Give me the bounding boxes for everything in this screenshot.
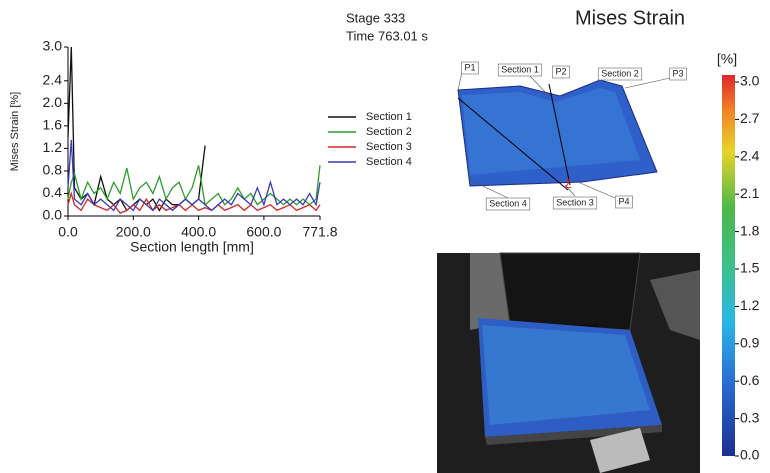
y-tick-label: 3.0 bbox=[43, 38, 63, 54]
colorbar-label: 0.6 bbox=[740, 372, 760, 388]
colorbar-label: 2.4 bbox=[740, 148, 760, 164]
time-label: Time 763.01 s bbox=[346, 28, 428, 43]
stage-label: Stage 333 bbox=[346, 10, 405, 25]
annotation-box bbox=[597, 67, 643, 81]
annotation-box bbox=[485, 197, 531, 211]
annotation-label: P2 bbox=[555, 66, 566, 76]
y-tick-label: 2.0 bbox=[43, 94, 63, 110]
annotation-box bbox=[669, 67, 687, 81]
colorbar-title: [%] bbox=[717, 51, 737, 67]
axis-indicator: Z bbox=[564, 177, 571, 191]
x-tick-label: 771.8 bbox=[302, 224, 337, 240]
colorbar-label: 0.0 bbox=[740, 447, 760, 463]
y-tick-label: 0.0 bbox=[43, 207, 63, 223]
annotation-label: P1 bbox=[464, 62, 475, 72]
colorbar-label: 1.8 bbox=[740, 222, 760, 238]
legend-label: Section 4 bbox=[366, 156, 412, 168]
colorbar-label: 1.5 bbox=[740, 260, 760, 276]
y-tick-label: 0.4 bbox=[43, 184, 63, 200]
colorbar-label: 0.3 bbox=[740, 409, 760, 425]
annotation-label: P3 bbox=[672, 68, 683, 78]
annotation-label: Section 4 bbox=[489, 198, 527, 208]
camera-image bbox=[437, 252, 700, 473]
colorbar-label: 1.2 bbox=[740, 297, 760, 313]
x-tick-label: 600.0 bbox=[246, 224, 281, 240]
y-axis-label: Mises Strain [%] bbox=[9, 92, 21, 171]
series-line bbox=[67, 46, 206, 212]
colorbar-label: 3.0 bbox=[740, 73, 760, 89]
colorbar-label: 0.9 bbox=[740, 335, 760, 351]
y-tick-label: 1.6 bbox=[43, 117, 63, 133]
annotation-box bbox=[461, 61, 479, 75]
annotation-label: P4 bbox=[618, 196, 629, 206]
annotation-box bbox=[615, 195, 633, 209]
legend-label: Section 3 bbox=[366, 141, 412, 153]
x-axis-label: Section length [mm] bbox=[130, 239, 254, 255]
annotation-label: Section 2 bbox=[601, 68, 639, 78]
title: Mises Strain bbox=[575, 7, 685, 29]
annotation-box bbox=[552, 65, 570, 79]
legend-label: Section 2 bbox=[366, 126, 412, 138]
annotation-box bbox=[497, 63, 543, 77]
y-tick-label: 1.2 bbox=[43, 139, 63, 155]
series-line bbox=[67, 165, 321, 206]
x-tick-label: 0.0 bbox=[58, 224, 78, 240]
annotation-label: Section 3 bbox=[556, 197, 594, 207]
y-tick-label: 0.8 bbox=[43, 162, 63, 178]
x-tick-label: 400.0 bbox=[181, 224, 216, 240]
colorbar bbox=[722, 75, 735, 456]
specimen-view bbox=[457, 71, 671, 199]
colorbar-label: 2.7 bbox=[740, 110, 760, 126]
colorbar-label: 2.1 bbox=[740, 185, 760, 201]
annotation-label: Section 1 bbox=[501, 64, 539, 74]
annotation-box bbox=[552, 196, 598, 210]
series-line bbox=[67, 139, 321, 212]
y-tick-label: 2.4 bbox=[43, 72, 63, 88]
x-tick-label: 200.0 bbox=[116, 224, 151, 240]
legend-label: Section 1 bbox=[366, 111, 412, 123]
